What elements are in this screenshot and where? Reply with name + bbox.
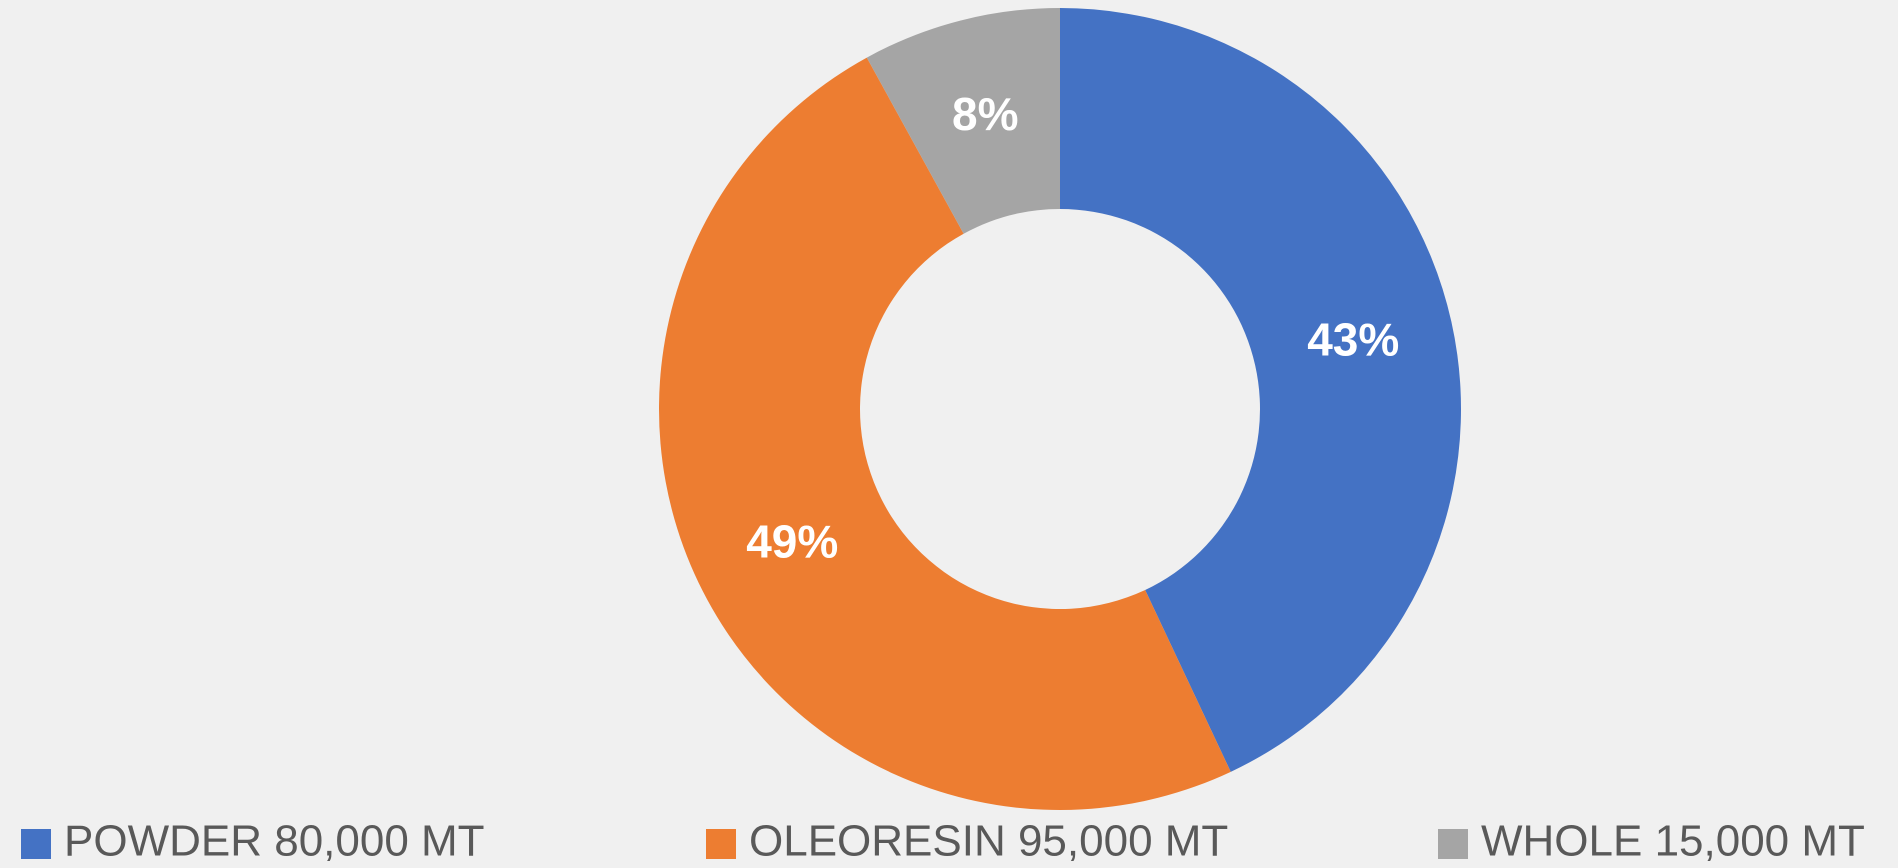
legend-swatch xyxy=(706,829,736,859)
data-label: 8% xyxy=(952,88,1018,140)
legend-label: WHOLE 15,000 MT xyxy=(1481,817,1865,866)
legend-swatch xyxy=(21,829,51,859)
page: 43% 49% 8% POWDER 80,000 MT OLEORESIN 95,000… xyxy=(0,0,1898,868)
data-label: 43% xyxy=(1307,314,1399,366)
legend-label: POWDER 80,000 MT xyxy=(64,817,485,866)
chart: 43% 49% 8% POWDER 80,000 MT OLEORESIN 95,000… xyxy=(0,0,1898,868)
data-label: 49% xyxy=(746,516,838,568)
legend-label: OLEORESIN 95,000 MT xyxy=(749,817,1228,866)
legend-swatch xyxy=(1438,829,1468,859)
